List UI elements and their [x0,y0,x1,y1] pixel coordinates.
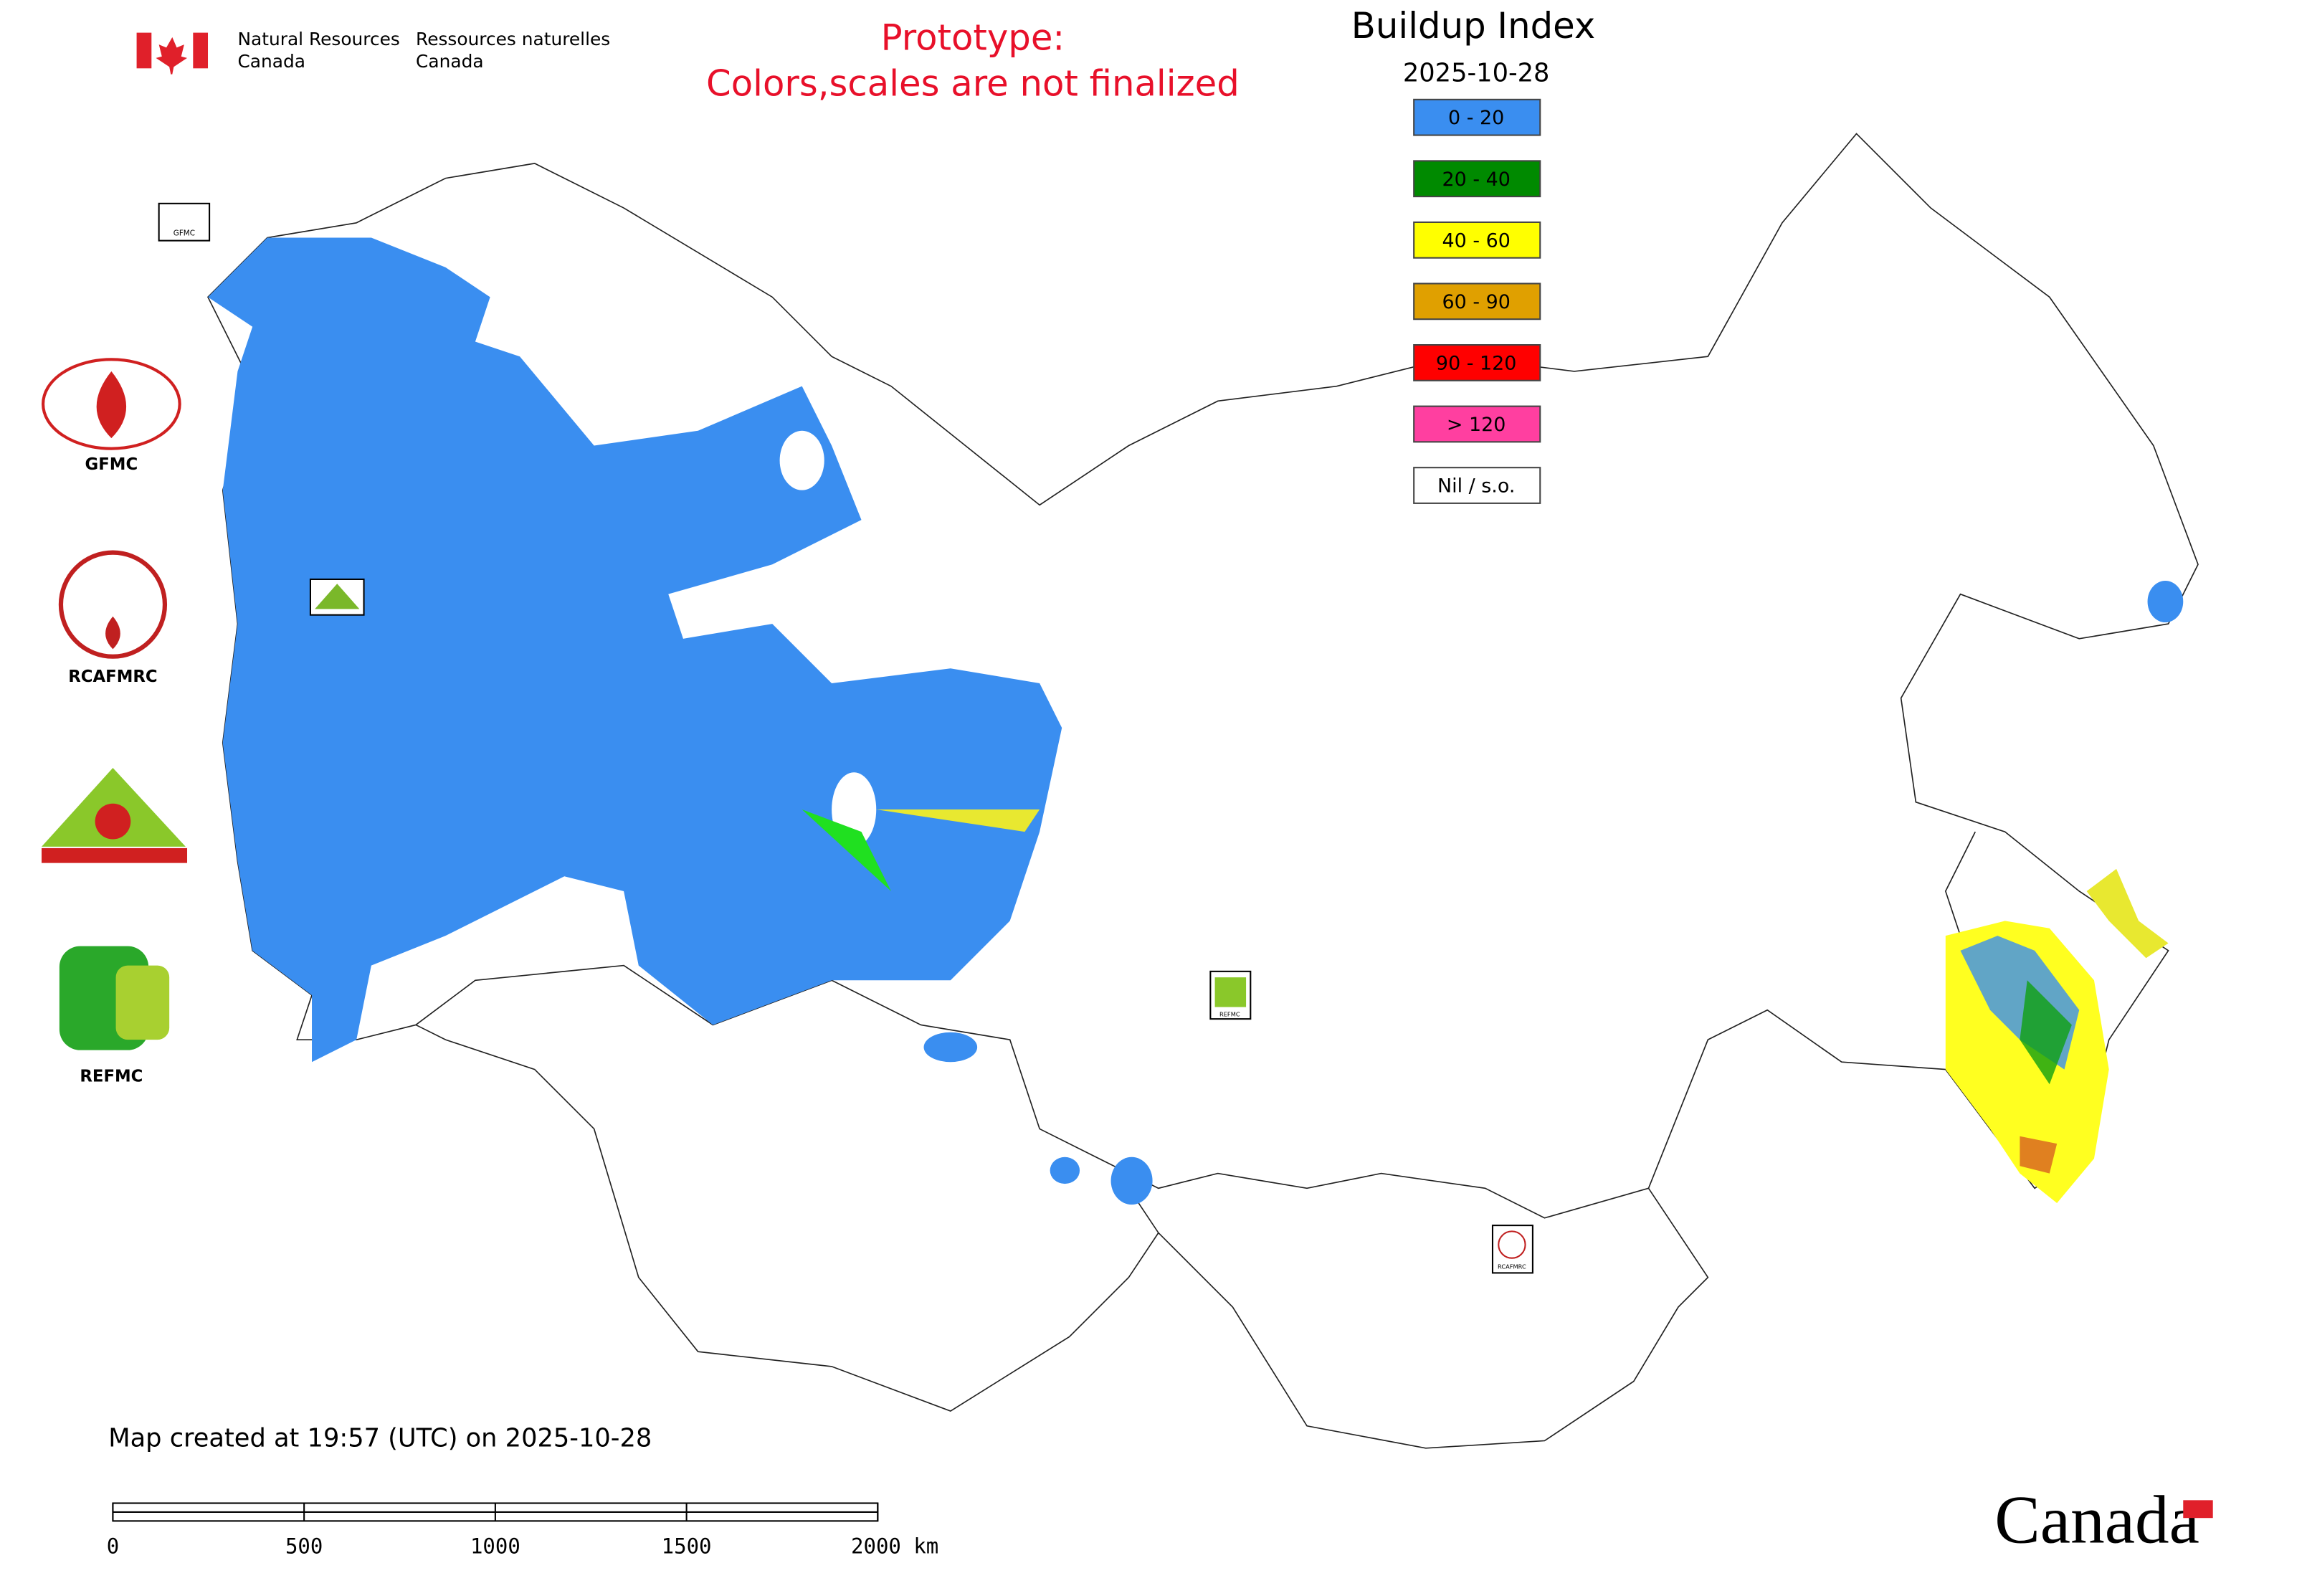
legend-label: Nil / s.o. [1437,475,1515,498]
scale-label: 0 [107,1534,119,1559]
map-logo-label: REFMC [1219,1010,1240,1017]
legend-title: Buildup Index [1351,5,1595,47]
legend-label: 40 - 60 [1442,229,1511,252]
scale-label: 2000 km [851,1534,938,1559]
legend-label: 0 - 20 [1448,107,1504,129]
legend-swatch [1413,405,1541,443]
buildup-index-raster [208,237,2184,1205]
country-outlines [207,133,2199,1449]
created-note: Map created at 19:57 (UTC) on 2025-10-28 [108,1423,652,1453]
scale-bar: 0 500 1000 1500 2000 km [107,1502,938,1559]
legend: 0 - 20 20 - 40 40 - 60 60 - 90 90 - 120 > 120… [1413,98,1541,504]
org-en: Canada [237,51,305,72]
legend-label: > 120 [1447,414,1506,436]
org-en: Natural Resources [237,29,399,49]
scale-label: 1500 [662,1534,712,1559]
legend-label: 60 - 90 [1442,291,1511,313]
nrcan-header: Natural Resources Canada Ressources natu… [136,29,610,75]
canada-wordmark: Canada [1994,1482,2199,1558]
map-logos: GFMC REFMC RCAFMRC [158,202,1533,1274]
legend-swatch [1413,282,1541,320]
legend-swatch [1413,160,1541,198]
legend-swatch [1413,221,1541,259]
prototype-note: Prototype: [881,16,1065,58]
scale-label: 1000 [470,1534,520,1559]
side-logos: GFMC RCAFMRC REFMC [42,358,188,1086]
logo-label: REFMC [80,1067,143,1086]
legend-label: 90 - 120 [1436,352,1516,374]
logo-label: RCAFMRC [68,668,157,686]
map-logo-label: GFMC [173,229,195,237]
legend-swatch [1413,344,1541,381]
wordmark-flag [2183,1500,2213,1519]
legend-label: 20 - 40 [1442,168,1511,191]
org-fr: Canada [416,51,484,72]
map-logo-label: RCAFMRC [1498,1263,1526,1270]
legend-swatch [1413,467,1541,504]
logo-label: GFMC [85,455,138,474]
legend-swatch [1413,98,1541,136]
scale-label: 500 [285,1534,323,1559]
org-fr: Ressources naturelles [416,29,610,49]
prototype-note: Colors,scales are not finalized [706,63,1240,105]
legend-date: 2025-10-28 [1403,59,1550,88]
